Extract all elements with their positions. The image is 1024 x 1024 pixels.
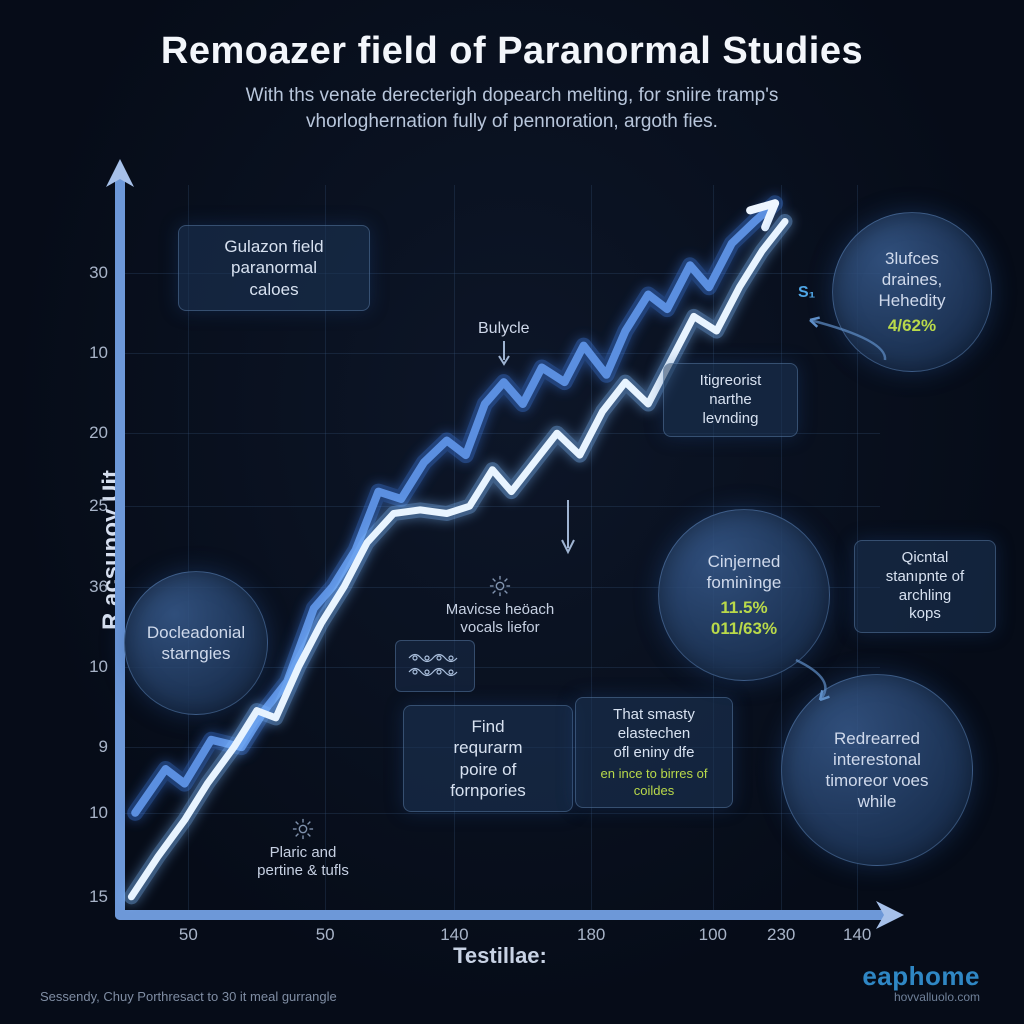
y-tick: 30	[89, 263, 108, 283]
y-tick: 25	[89, 496, 108, 516]
callout-itigreorist: Itigreoristnarthelevnding	[663, 363, 798, 437]
annotation-plaric-l1: Plaric and	[270, 844, 337, 861]
callout-slufces: 3lufcesdraines,Hehedity4/62%	[832, 212, 992, 372]
x-tick: 230	[767, 925, 795, 945]
callout-find-requrarm: Findrequrarmpoire offornpories	[403, 705, 573, 812]
callout-redrearred: Redrearredinterestonaltimoreor voeswhile	[781, 674, 973, 866]
gear-icon	[292, 818, 314, 840]
brand-logo-text: eaphome	[862, 961, 980, 992]
y-tick: 15	[89, 887, 108, 907]
annotation-mavicse-l2: vocals liefor	[460, 619, 539, 636]
page-subtitle: With ths venate derecterigh dopearch mel…	[40, 83, 984, 134]
annotation-mavicse: Mavicse heöach vocals liefor	[430, 575, 570, 637]
annotation-plaric-l2: pertine & tufls	[257, 862, 349, 879]
x-tick: 140	[843, 925, 871, 945]
decorative-glyph-box	[395, 640, 475, 692]
y-tick: 20	[89, 423, 108, 443]
y-tick: 36	[89, 577, 108, 597]
x-tick: 100	[699, 925, 727, 945]
page-title: Remoazer field of Paranormal Studies	[40, 30, 984, 73]
x-tick: 180	[577, 925, 605, 945]
y-tick: 10	[89, 657, 108, 677]
brand-subtext: hovvalluolo.com	[862, 990, 980, 1004]
annotation-mavicse-l1: Mavicse heöach	[446, 601, 554, 618]
annotation-bulycle: Bulycle	[478, 320, 530, 366]
annotation-plaric: Plaric and pertine & tufls	[238, 818, 368, 880]
gear-icon	[489, 575, 511, 597]
annotation-bulycle-text: Bulycle	[478, 320, 530, 337]
callout-cinjerned: Cinjernedfominìnge11.5%011/63%	[658, 509, 830, 681]
callout-docleadonial: Docleadonialstarngies	[124, 571, 268, 715]
annotation-s-marker: S₁	[798, 284, 815, 302]
footer-note: Sessendy, Chuy Porthresact to 30 it meal…	[40, 989, 337, 1004]
x-tick: 50	[316, 925, 335, 945]
callout-qicntal: Qicntalstanıpnte ofarchlingkops	[854, 540, 996, 633]
x-tick: 50	[179, 925, 198, 945]
callout-smasty: That smastyelastechenofl eniny dfeen inc…	[575, 697, 733, 808]
ornament-icon	[405, 648, 465, 684]
x-axis-label: Testillae:	[453, 943, 547, 969]
arrow-down-icon	[497, 340, 511, 366]
callout-gulazon: Gulazon fieldparanormalcaloes	[178, 225, 370, 311]
y-tick: 9	[99, 737, 108, 757]
x-tick: 140	[440, 925, 468, 945]
subtitle-line2: vhorloghernation fully of pennoration, a…	[306, 111, 718, 132]
subtitle-line1: With ths venate derecterigh dopearch mel…	[246, 85, 779, 106]
y-tick: 10	[89, 343, 108, 363]
footer-brand: eaphome hovvalluolo.com	[862, 961, 980, 1004]
y-tick: 10	[89, 803, 108, 823]
